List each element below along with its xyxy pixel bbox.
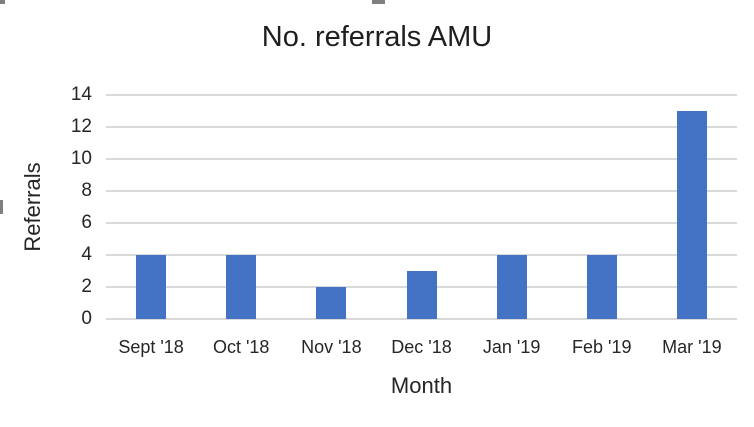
- y-tick-label: 10: [70, 148, 92, 169]
- x-tick-label: Jan '19: [482, 337, 541, 357]
- bar-Mar '19[interactable]: [676, 111, 707, 319]
- bar-Feb '19[interactable]: [586, 255, 617, 319]
- x-tick-label: Sept '18: [118, 337, 184, 357]
- x-tick-label: Nov '18: [301, 337, 362, 357]
- y-tick-label: 4: [81, 244, 92, 265]
- x-tick-label: Feb '19: [572, 337, 632, 357]
- y-tick-label: 8: [81, 180, 92, 201]
- gridline: [106, 254, 737, 256]
- y-tick-label: 12: [70, 116, 92, 137]
- y-tick-label: 2: [81, 276, 92, 297]
- bar-Oct '18[interactable]: [226, 255, 257, 319]
- gridline: [106, 158, 737, 160]
- y-tick-label: 0: [81, 308, 92, 329]
- x-axis-tick-labels: Sept '18 Oct '18 Nov '18 Dec '18 Jan '19 Feb …: [106, 334, 737, 360]
- selection-handle-middle-left[interactable]: [0, 200, 3, 214]
- gridline: [106, 126, 737, 128]
- y-tick-label: 6: [81, 212, 92, 233]
- chart-title: No. referrals AMU: [261, 21, 493, 53]
- x-tick-label: Oct '18: [212, 337, 270, 357]
- bar-Nov '18[interactable]: [316, 287, 347, 319]
- x-tick-label: Dec '18: [391, 337, 452, 357]
- gridline: [106, 190, 737, 192]
- selection-handle-top-left[interactable]: [0, 0, 5, 4]
- gridline: [106, 318, 737, 320]
- plot-area: [106, 94, 737, 320]
- selection-handle-top-center[interactable]: [372, 0, 385, 4]
- x-axis-title: Month: [390, 373, 453, 398]
- bar-Jan '19[interactable]: [496, 255, 527, 319]
- gridline: [106, 94, 737, 96]
- bar-Sept '18[interactable]: [136, 255, 167, 319]
- x-tick-label: Mar '19: [662, 337, 722, 357]
- y-axis-tick-labels: 0 2 4 6 8 10 12 14: [0, 84, 92, 329]
- bar-Dec '18[interactable]: [406, 271, 437, 319]
- gridline: [106, 222, 737, 224]
- y-tick-label: 14: [70, 84, 92, 105]
